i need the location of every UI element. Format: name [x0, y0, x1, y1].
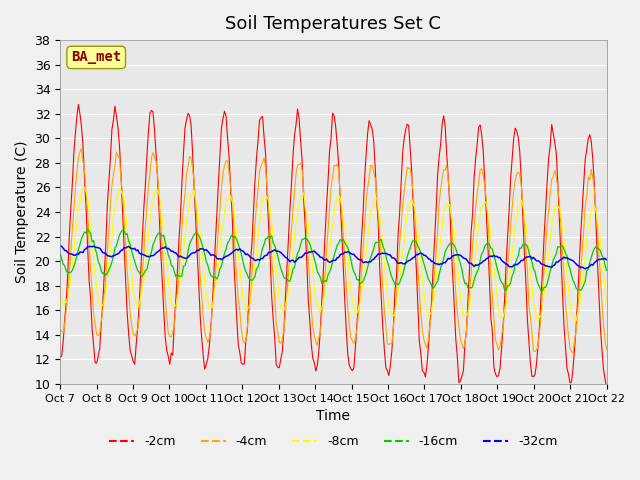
-4cm	[297, 160, 305, 166]
-4cm	[575, 288, 583, 293]
Line: -4cm: -4cm	[60, 148, 607, 353]
-2cm	[125, 331, 132, 336]
-16cm	[297, 241, 305, 247]
-8cm	[56, 284, 64, 290]
-4cm	[221, 163, 228, 169]
-2cm	[248, 241, 256, 247]
-2cm	[603, 384, 611, 390]
-16cm	[221, 250, 228, 256]
Line: -32cm: -32cm	[60, 246, 607, 269]
-2cm	[297, 138, 305, 144]
-8cm	[248, 288, 256, 294]
-2cm	[221, 108, 228, 114]
Y-axis label: Soil Temperature (C): Soil Temperature (C)	[15, 141, 29, 283]
Line: -8cm: -8cm	[60, 187, 607, 321]
-32cm	[581, 266, 589, 272]
-4cm	[77, 145, 85, 151]
-4cm	[603, 347, 611, 352]
-8cm	[125, 244, 132, 250]
-32cm	[124, 244, 131, 250]
-16cm	[84, 226, 92, 232]
-16cm	[575, 287, 583, 292]
-16cm	[239, 258, 246, 264]
-8cm	[534, 318, 542, 324]
-32cm	[237, 248, 245, 253]
-8cm	[603, 299, 611, 304]
Title: Soil Temperatures Set C: Soil Temperatures Set C	[225, 15, 441, 33]
-4cm	[56, 327, 64, 333]
Line: -16cm: -16cm	[60, 229, 607, 291]
X-axis label: Time: Time	[316, 409, 350, 423]
-8cm	[239, 294, 246, 300]
Text: BA_met: BA_met	[71, 50, 122, 64]
-32cm	[246, 254, 254, 260]
-2cm	[573, 298, 581, 304]
Line: -2cm: -2cm	[60, 104, 607, 387]
-32cm	[56, 243, 64, 249]
Legend: -2cm, -4cm, -8cm, -16cm, -32cm: -2cm, -4cm, -8cm, -16cm, -32cm	[104, 431, 563, 454]
-4cm	[239, 336, 246, 342]
-4cm	[248, 272, 256, 277]
-2cm	[239, 361, 246, 367]
-2cm	[56, 355, 64, 360]
-32cm	[295, 254, 303, 260]
-16cm	[603, 267, 611, 273]
-8cm	[79, 184, 87, 190]
-16cm	[56, 251, 64, 256]
-8cm	[297, 195, 305, 201]
-4cm	[125, 288, 132, 293]
-16cm	[125, 238, 132, 244]
-8cm	[221, 209, 228, 215]
-16cm	[539, 288, 547, 294]
-32cm	[603, 257, 611, 263]
-32cm	[219, 255, 227, 261]
-32cm	[572, 261, 580, 267]
-16cm	[248, 277, 256, 283]
-8cm	[575, 309, 583, 315]
-4cm	[569, 350, 577, 356]
-2cm	[75, 101, 83, 107]
